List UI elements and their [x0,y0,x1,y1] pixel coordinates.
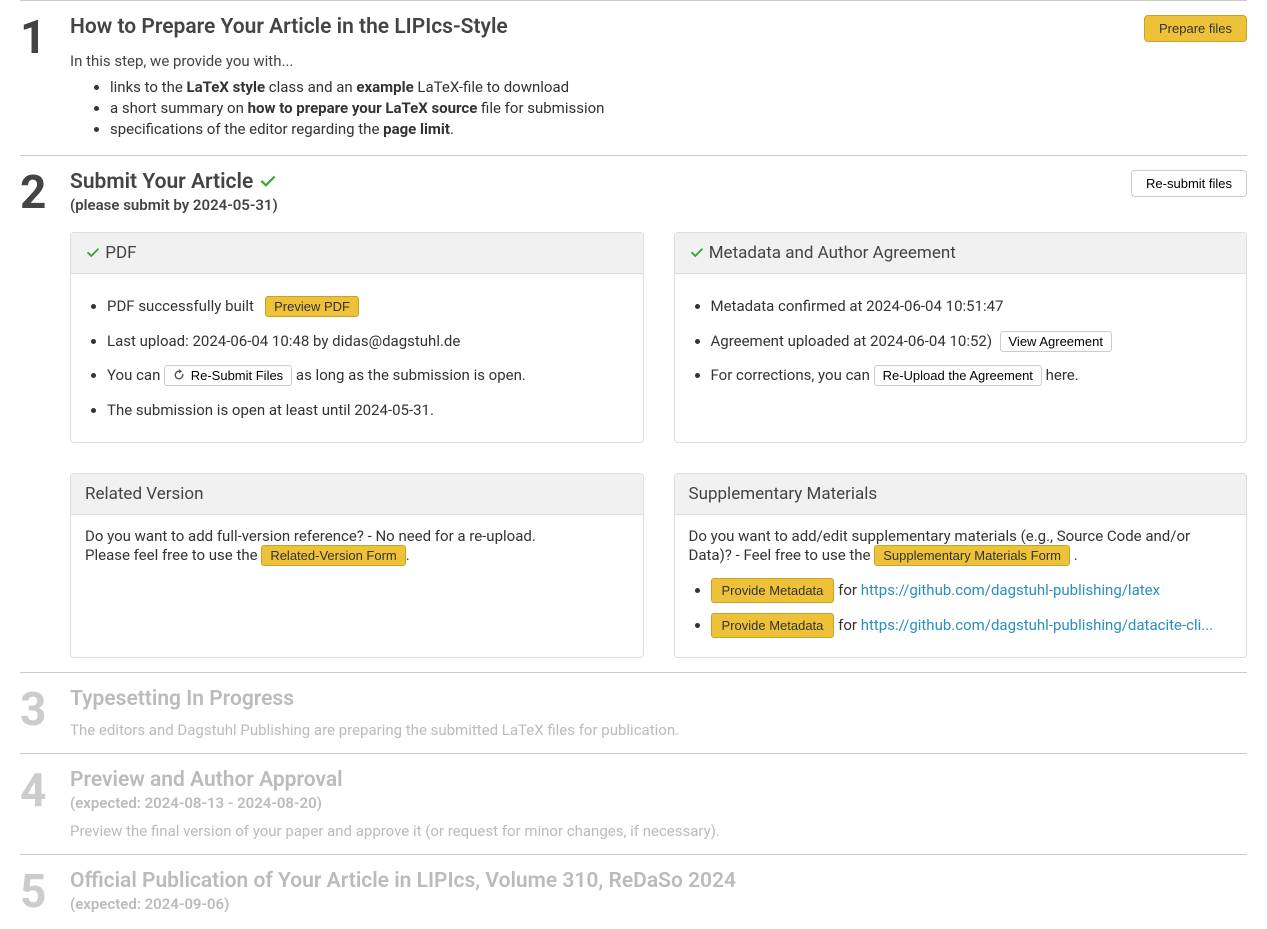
supp-link[interactable]: https://github.com/dagstuhl-publishing/d… [861,616,1213,634]
list-item: a short summary on how to prepare your L… [110,99,1247,117]
check-icon [689,245,705,259]
step-1: 1 How to Prepare Your Article in the LIP… [20,0,1247,155]
step-number: 2 [20,170,70,658]
step1-bullets: links to the LaTeX style class and an ex… [70,78,1247,138]
pdf-panel: PDF PDF successfully built Preview PDF L… [70,232,644,443]
panel-header: Metadata and Author Agreement [675,233,1247,274]
provide-metadata-button[interactable]: Provide Metadata [711,613,835,638]
list-item: specifications of the editor regarding t… [110,120,1247,138]
resubmit-files-button[interactable]: Re-submit files [1131,170,1247,197]
supplementary-panel: Supplementary Materials Do you want to a… [674,473,1248,658]
list-item: The submission is open at least until 20… [107,396,629,425]
list-item: links to the LaTeX style class and an ex… [110,78,1247,96]
step-title: Typesetting In Progress [70,687,1247,711]
list-item: For corrections, you can Re-Upload the A… [711,361,1233,390]
list-item: Metadata confirmed at 2024-06-04 10:51:4… [711,292,1233,321]
related-version-panel: Related Version Do you want to add full-… [70,473,644,658]
provide-metadata-button[interactable]: Provide Metadata [711,578,835,603]
reupload-agreement-button[interactable]: Re-Upload the Agreement [874,365,1042,386]
step-subtitle: (expected: 2024-08-13 - 2024-08-20) [70,794,1247,812]
panel-text: Do you want to add full-version referenc… [85,527,629,545]
step-5: 5 Official Publication of Your Article i… [20,854,1247,929]
view-agreement-button[interactable]: View Agreement [1000,331,1112,352]
panel-header: Supplementary Materials [675,474,1247,515]
step-2: 2 Submit Your Article (please submit by … [20,155,1247,672]
step-title: How to Prepare Your Article in the LIPIc… [70,15,508,39]
supp-link[interactable]: https://github.com/dagstuhl-publishing/l… [861,581,1160,599]
metadata-panel: Metadata and Author Agreement Metadata c… [674,232,1248,443]
step-4: 4 Preview and Author Approval (expected:… [20,753,1247,854]
step-number: 3 [20,687,70,739]
list-item: Last upload: 2024-06-04 10:48 by didas@d… [107,327,629,356]
step-number: 4 [20,768,70,840]
list-item: You can Re-Submit Files as long as the s… [107,361,629,390]
list-item: Provide Metadata for https://github.com/… [711,576,1233,605]
step-title: Preview and Author Approval [70,768,1247,792]
step-description: The editors and Dagstuhl Publishing are … [70,721,1247,739]
prepare-files-button[interactable]: Prepare files [1144,15,1247,42]
step-subtitle: (expected: 2024-09-06) [70,895,1247,913]
step-number: 5 [20,869,70,915]
check-icon [258,172,278,189]
panel-text: Do you want to add/edit supplementary ma… [689,527,1233,566]
step-number: 1 [20,15,70,141]
step-title: Official Publication of Your Article in … [70,869,1247,893]
step-3: 3 Typesetting In Progress The editors an… [20,672,1247,753]
panel-text: Please feel free to use the Related-Vers… [85,545,629,566]
list-item: Provide Metadata for https://github.com/… [711,611,1233,640]
step-description: Preview the final version of your paper … [70,822,1247,840]
preview-pdf-button[interactable]: Preview PDF [265,296,359,317]
list-item: Agreement uploaded at 2024-06-04 10:52) … [711,327,1233,356]
step-subtitle: (please submit by 2024-05-31) [70,196,278,214]
refresh-icon [173,369,185,381]
resubmit-files-inline-button[interactable]: Re-Submit Files [164,365,292,386]
list-item: PDF successfully built Preview PDF [107,292,629,321]
step-title: Submit Your Article [70,170,278,194]
check-icon [85,245,101,259]
panel-header: Related Version [71,474,643,515]
step-intro: In this step, we provide you with... [70,52,1247,70]
panel-header: PDF [71,233,643,274]
related-version-form-button[interactable]: Related-Version Form [261,545,405,566]
supplementary-form-button[interactable]: Supplementary Materials Form [874,545,1070,566]
